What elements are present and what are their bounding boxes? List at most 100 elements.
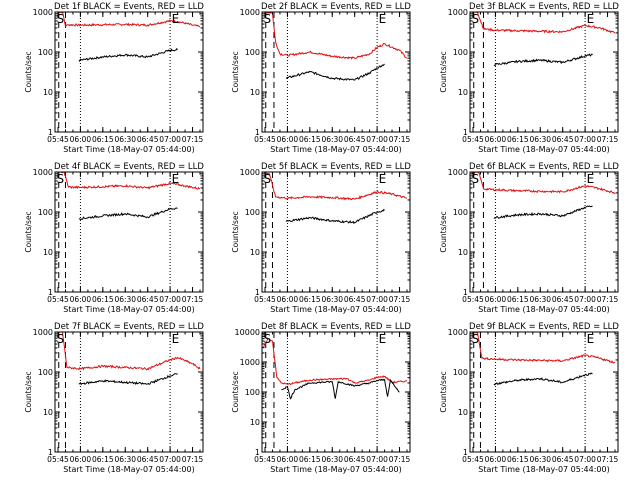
x-tick-label: 07:15 bbox=[389, 135, 411, 144]
y-tick-label: 1 bbox=[463, 128, 468, 137]
y-tick-label: 1000 bbox=[448, 328, 468, 337]
y-tick-label: 10 bbox=[250, 418, 260, 427]
subplot-7: Det 7f BLACK = Events, RED = LLD 1 10 100 10… bbox=[24, 322, 204, 474]
x-tick-label: 07:00 bbox=[574, 455, 596, 464]
events-series-line bbox=[493, 372, 593, 386]
end-marker-label: E bbox=[172, 172, 180, 186]
x-tick-label: 07:15 bbox=[597, 455, 619, 464]
y-axis-label: Counts/sec bbox=[439, 51, 448, 92]
end-marker-label: E bbox=[587, 172, 595, 186]
x-tick-label: 07:15 bbox=[597, 295, 619, 304]
subplot-title: Det 8f BLACK = Events, RED = LLD bbox=[261, 322, 411, 332]
start-marker-label: S bbox=[471, 12, 479, 26]
x-tick-label: 07:15 bbox=[389, 455, 411, 464]
end-marker-label: E bbox=[172, 332, 180, 346]
x-tick-label: 06:00 bbox=[277, 455, 299, 464]
y-axis-label: Counts/sec bbox=[439, 211, 448, 252]
y-axis-label: Counts/sec bbox=[231, 211, 240, 252]
x-tick-label: 06:30 bbox=[529, 295, 551, 304]
lld-series-line bbox=[56, 12, 201, 28]
x-axis-label: Start Time (18-May-07 05:44:00) bbox=[270, 145, 401, 154]
lld-series-line bbox=[263, 12, 408, 60]
subplot-title: Det 6f BLACK = Events, RED = LLD bbox=[469, 162, 619, 172]
plot-frame bbox=[469, 11, 619, 133]
y-axis-label: Counts/sec bbox=[231, 371, 240, 412]
subplot-title: Det 2f BLACK = Events, RED = LLD bbox=[261, 2, 411, 12]
x-tick-label: 06:45 bbox=[552, 295, 574, 304]
y-tick-label: 1 bbox=[463, 288, 468, 297]
y-tick-label: 100 bbox=[38, 208, 53, 217]
x-tick-label: 07:00 bbox=[159, 135, 181, 144]
y-tick-label: 1000 bbox=[240, 168, 260, 177]
y-axis-label: Counts/sec bbox=[24, 51, 33, 92]
y-tick-label: 100 bbox=[38, 48, 53, 57]
x-axis-label: Start Time (18-May-07 05:44:00) bbox=[478, 465, 609, 474]
lld-series-line bbox=[263, 172, 408, 201]
events-series-line bbox=[285, 63, 385, 81]
start-marker-label: S bbox=[471, 332, 479, 346]
x-tick-label: 06:45 bbox=[137, 295, 159, 304]
x-tick-label: 06:30 bbox=[529, 135, 551, 144]
x-tick-label: 05:45 bbox=[47, 455, 69, 464]
events-series-line bbox=[78, 47, 178, 63]
x-tick-label: 07:15 bbox=[389, 295, 411, 304]
subplot-9: Det 9f BLACK = Events, RED = LLD 1 10 100 10… bbox=[439, 322, 619, 474]
y-tick-label: 1000 bbox=[448, 8, 468, 17]
events-series-line bbox=[285, 208, 385, 225]
subplot-5: Det 5f BLACK = Events, RED = LLD 1 10 100 10… bbox=[231, 162, 411, 314]
y-tick-label: 1000 bbox=[240, 358, 260, 367]
x-tick-label: 07:15 bbox=[182, 295, 204, 304]
x-tick-label: 06:30 bbox=[114, 455, 136, 464]
plot-frame bbox=[469, 331, 619, 453]
y-tick-label: 10 bbox=[458, 88, 468, 97]
events-series-line bbox=[78, 373, 178, 386]
x-tick-label: 06:15 bbox=[299, 455, 321, 464]
x-tick-label: 06:15 bbox=[299, 135, 321, 144]
subplot-title: Det 9f BLACK = Events, RED = LLD bbox=[469, 322, 619, 332]
x-tick-label: 06:30 bbox=[321, 295, 343, 304]
subplot-4: Det 4f BLACK = Events, RED = LLD 1 10 100 10… bbox=[24, 162, 204, 314]
x-tick-label: 07:00 bbox=[574, 135, 596, 144]
x-tick-label: 06:00 bbox=[485, 455, 507, 464]
x-tick-label: 05:45 bbox=[462, 295, 484, 304]
lld-series-line bbox=[471, 12, 616, 34]
x-tick-label: 06:00 bbox=[70, 455, 92, 464]
x-tick-label: 06:30 bbox=[321, 455, 343, 464]
plot-frame bbox=[54, 331, 204, 453]
y-tick-label: 1 bbox=[48, 128, 53, 137]
x-tick-label: 07:00 bbox=[366, 135, 388, 144]
start-marker-label: S bbox=[263, 172, 271, 186]
x-tick-label: 06:15 bbox=[92, 135, 114, 144]
x-tick-label: 07:15 bbox=[182, 135, 204, 144]
x-tick-label: 06:45 bbox=[552, 455, 574, 464]
x-axis-label: Start Time (18-May-07 05:44:00) bbox=[270, 465, 401, 474]
y-tick-label: 10 bbox=[43, 248, 53, 257]
plot-frame bbox=[261, 11, 411, 133]
subplot-8: Det 8f BLACK = Events, RED = LLD 1 10 100 10… bbox=[231, 322, 411, 474]
subplot-3: Det 3f BLACK = Events, RED = LLD 1 10 100 10… bbox=[439, 2, 619, 154]
x-tick-label: 06:30 bbox=[114, 135, 136, 144]
events-series-line bbox=[281, 378, 400, 400]
y-tick-label: 10 bbox=[458, 248, 468, 257]
end-marker-label: E bbox=[379, 172, 387, 186]
x-tick-label: 06:30 bbox=[321, 135, 343, 144]
lld-series-line bbox=[471, 172, 616, 195]
x-tick-label: 06:15 bbox=[299, 295, 321, 304]
x-tick-label: 06:00 bbox=[70, 135, 92, 144]
subplot-title: Det 1f BLACK = Events, RED = LLD bbox=[54, 2, 204, 12]
x-tick-label: 06:45 bbox=[344, 135, 366, 144]
end-marker-label: E bbox=[587, 332, 595, 346]
x-tick-label: 07:00 bbox=[159, 295, 181, 304]
plot-frame bbox=[54, 171, 204, 293]
subplot-2: Det 2f BLACK = Events, RED = LLD 1 10 100 10… bbox=[231, 2, 411, 154]
lld-series-line bbox=[56, 332, 201, 371]
lld-series-line bbox=[56, 172, 200, 190]
start-marker-label: S bbox=[263, 332, 271, 346]
end-marker-label: E bbox=[379, 332, 387, 346]
y-axis-label: Counts/sec bbox=[24, 371, 33, 412]
y-axis-label: Counts/sec bbox=[439, 371, 448, 412]
start-marker-label: S bbox=[56, 12, 64, 26]
subplot-title: Det 4f BLACK = Events, RED = LLD bbox=[54, 162, 204, 172]
x-tick-label: 06:15 bbox=[92, 295, 114, 304]
start-marker-label: S bbox=[56, 172, 64, 186]
